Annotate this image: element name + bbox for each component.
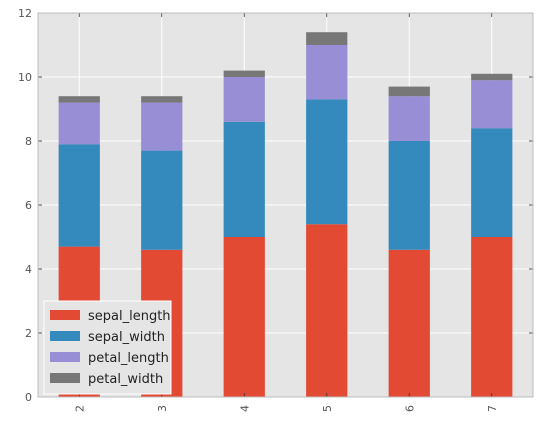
y-tick-label: 0: [25, 391, 32, 404]
bar-petal-length-4: [223, 77, 265, 122]
x-tick-label: 5: [321, 405, 334, 412]
bar-sepal-length-5: [306, 224, 348, 397]
x-tick-label: 4: [238, 405, 251, 412]
y-tick-label: 4: [25, 263, 32, 276]
y-tick-label: 12: [18, 7, 32, 20]
bar-sepal-width-6: [388, 141, 430, 250]
legend-label: sepal_length: [88, 309, 171, 324]
x-tick-label: 2: [73, 405, 86, 412]
x-tick-label: 7: [486, 405, 499, 412]
bar-petal-length-7: [471, 80, 513, 129]
y-tick-label: 8: [25, 135, 32, 148]
legend-swatch-sepal-width: [50, 331, 80, 341]
axes: 0 2 4 6 8 10 12 2 3 4 5 6 7: [18, 7, 534, 412]
bar-sepal-width-4: [223, 121, 265, 237]
bar-sepal-width-7: [471, 128, 513, 237]
legend-swatch-sepal-length: [50, 310, 80, 320]
bar-sepal-width-5: [306, 99, 348, 225]
bar-sepal-length-6: [388, 249, 430, 397]
bar-petal-width-7: [471, 73, 513, 81]
legend-label: petal_length: [88, 351, 169, 366]
bar-petal-width-5: [306, 32, 348, 45]
legend-swatch-petal-length: [50, 352, 80, 362]
y-tick-label: 10: [18, 71, 32, 84]
plot-frame: [37, 12, 534, 398]
bar-sepal-width-3: [141, 150, 183, 250]
legend-swatch-petal-width: [50, 373, 80, 383]
y-tick-label: 2: [25, 327, 32, 340]
x-tick-label: 6: [403, 405, 416, 412]
bar-petal-width-2: [58, 96, 100, 103]
legend: sepal_length sepal_width petal_lengthpetal…: [43, 300, 172, 395]
bar-petal-width-3: [141, 96, 183, 103]
bar-petal-width-6: [388, 86, 430, 97]
bar-sepal-width-2: [58, 144, 100, 247]
bar-sepal-length-7: [471, 237, 513, 397]
bar-sepal-length-4: [223, 237, 265, 397]
x-tick-label: 3: [156, 405, 169, 412]
bar-petal-width-4: [223, 70, 265, 77]
legend-label: petal_width: [88, 372, 163, 387]
bar-petal-length-6: [388, 96, 430, 141]
bar-petal-length-2: [58, 102, 100, 145]
bar-petal-length-5: [306, 45, 348, 100]
y-tick-label: 6: [25, 199, 32, 212]
bar-petal-length-3: [141, 102, 183, 151]
legend-label: sepal_width: [88, 330, 165, 345]
